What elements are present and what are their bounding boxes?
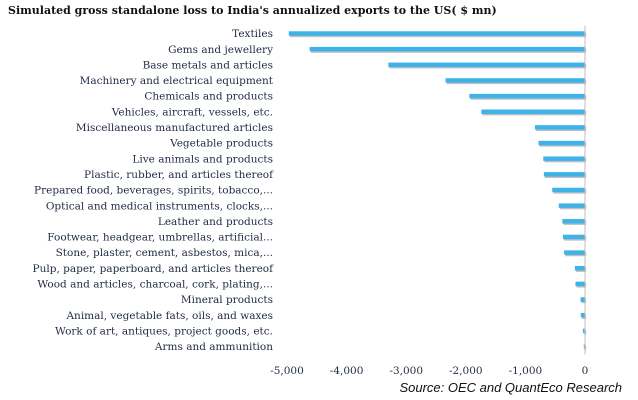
category-label: Chemicals and products xyxy=(144,91,273,103)
category-label: Leather and products xyxy=(158,216,273,228)
category-label: Textiles xyxy=(232,28,273,40)
bar xyxy=(580,297,585,302)
chart-title: Simulated gross standalone loss to India… xyxy=(8,4,497,17)
category-label: Plastic, rubber, and articles thereof xyxy=(84,169,274,181)
category-label: Optical and medical instruments, clocks,… xyxy=(46,200,273,212)
x-tick-label: -1,000 xyxy=(509,365,543,377)
category-label: Gems and jewellery xyxy=(168,44,273,56)
bar xyxy=(574,266,585,271)
bar xyxy=(481,109,585,114)
category-label: Mineral products xyxy=(181,294,273,306)
bar xyxy=(575,281,585,287)
category-label: Miscellaneous manufactured articles xyxy=(76,122,273,134)
bar xyxy=(534,125,585,130)
bar xyxy=(564,250,585,255)
category-label: Footwear, headgear, umbrellas, artificia… xyxy=(47,232,273,244)
bar xyxy=(388,62,585,68)
category-labels: Textiles Gems and jewellery Base metals an… xyxy=(33,28,275,353)
category-label: Animal, vegetable fats, oils, and waxes xyxy=(65,310,273,322)
bar xyxy=(543,156,585,161)
bar xyxy=(558,203,585,208)
category-label: Pulp, paper, paperboard, and articles th… xyxy=(33,263,275,275)
category-label: Wood and articles, charcoal, cork, plati… xyxy=(37,279,273,291)
bar xyxy=(582,328,585,334)
category-label: Base metals and articles xyxy=(143,59,273,71)
bar xyxy=(580,312,585,318)
bar xyxy=(538,140,585,146)
category-label: Arms and ammunition xyxy=(154,341,273,353)
bar xyxy=(552,187,585,193)
category-label: Vehicles, aircraft, vessels, etc. xyxy=(111,106,273,118)
bar xyxy=(445,78,585,83)
bar xyxy=(288,31,585,36)
category-label: Work of art, antiques, project goods, et… xyxy=(55,325,273,337)
bar xyxy=(562,234,585,240)
category-label: Prepared food, beverages, spirits, tobac… xyxy=(34,185,273,197)
category-label: Vegetable products xyxy=(169,138,273,150)
bars xyxy=(288,31,587,351)
category-label: Machinery and electrical equipment xyxy=(80,75,274,87)
x-tick-label: 0 xyxy=(582,365,589,377)
source-note: Source: OEC and QuantEco Research xyxy=(399,380,622,395)
bar-shadow xyxy=(585,345,587,351)
bar xyxy=(309,46,585,52)
x-tick-label: -5,000 xyxy=(270,365,304,377)
bar xyxy=(469,93,585,99)
x-tick-labels: -5,000 -4,000 -3,000 -2,000 -1,000 0 xyxy=(270,365,588,377)
category-label: Live animals and products xyxy=(132,153,273,165)
category-label: Stone, plaster, cement, asbestos, mica,.… xyxy=(56,247,273,259)
x-tick-label: -2,000 xyxy=(449,365,483,377)
bar xyxy=(543,172,585,177)
bar xyxy=(562,219,585,224)
x-tick-label: -3,000 xyxy=(389,365,423,377)
bar xyxy=(583,344,585,349)
x-tick-label: -4,000 xyxy=(330,365,364,377)
